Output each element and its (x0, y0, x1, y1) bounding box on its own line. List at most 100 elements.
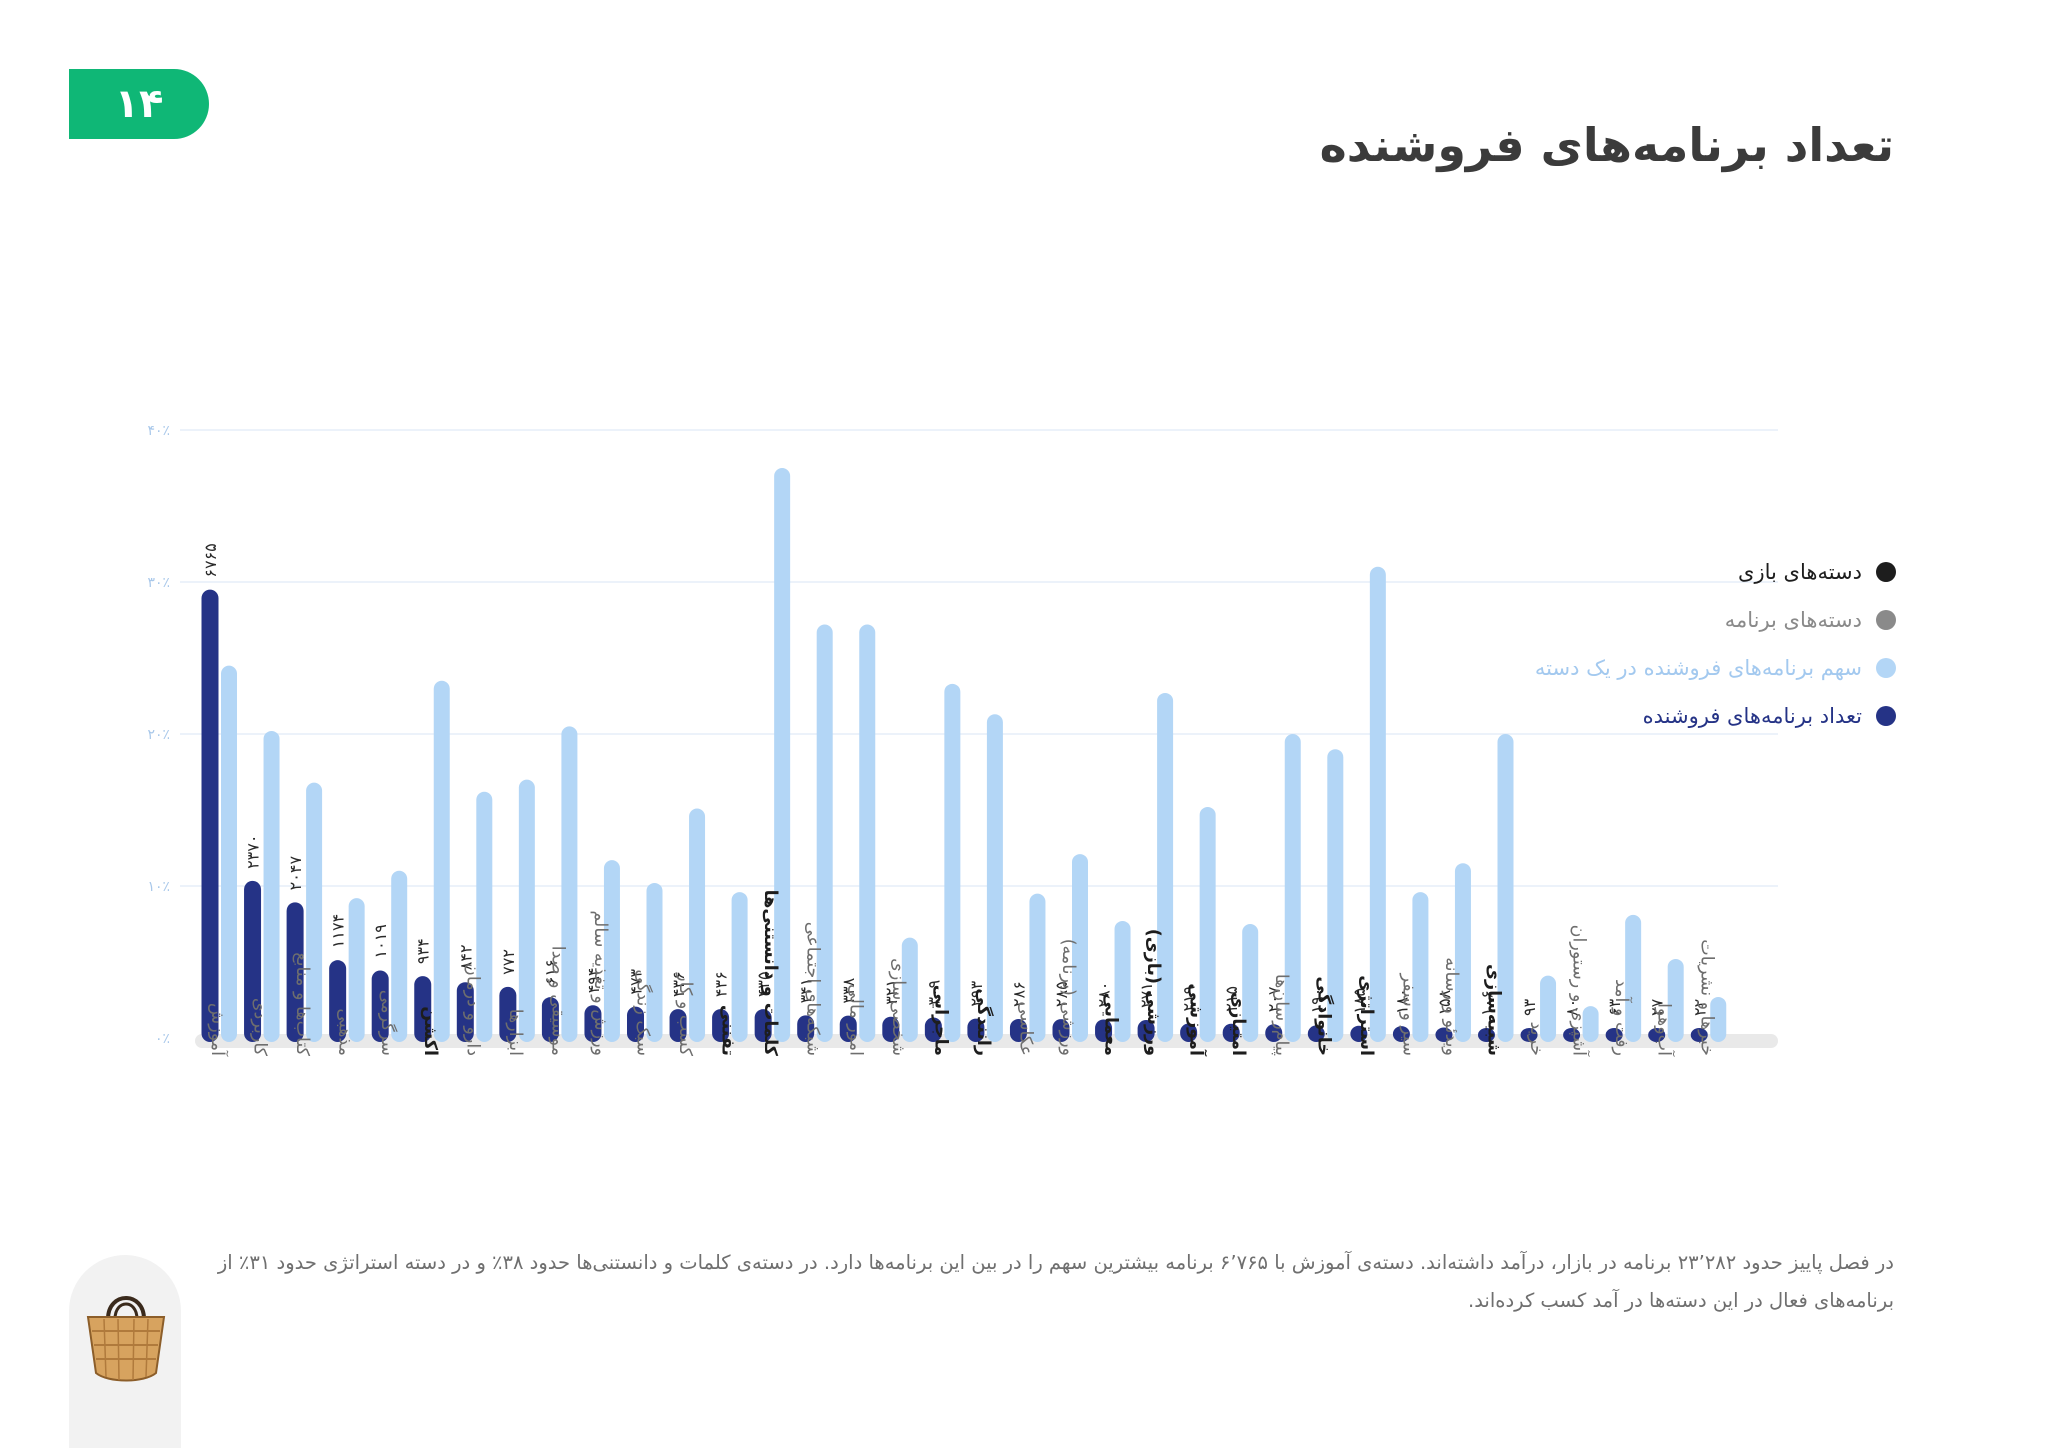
count-bar (1690, 1028, 1708, 1042)
share-bar (731, 892, 748, 1042)
count-value-label: ۱۹۰ (1307, 988, 1326, 1014)
legend-item-count: تعداد برنامه‌های فروشنده (1535, 692, 1896, 740)
share-bar (986, 714, 1003, 1042)
category-label: پیام‌رسان‌ها (1271, 974, 1291, 1056)
count-value-label: ۳۳۸ (839, 977, 858, 1003)
share-bar (859, 624, 876, 1042)
count-bar (627, 1006, 644, 1042)
count-value-label: ۳۲۱ (882, 979, 901, 1005)
count-bar (882, 1016, 900, 1042)
category-label: عکاسی (1015, 1001, 1035, 1056)
share-bar (901, 937, 918, 1042)
count-bar (1222, 1023, 1240, 1042)
count-value-label: ۱۱۷۴ (329, 914, 348, 948)
share-bar (1497, 734, 1514, 1042)
category-label: رفت و آمد (1611, 979, 1633, 1056)
count-bar (201, 589, 219, 1042)
count-value-label: ۴۹۴ (584, 967, 603, 993)
category-label: ورزشی (بازی) (1143, 929, 1163, 1056)
y-tick-label: ۰٪ (155, 1031, 170, 1047)
count-value-label: ۱۰۱۹ (371, 924, 390, 958)
count-value-label: ۴۳۶ (712, 971, 731, 997)
count-value-label: ۳۰۹ (924, 980, 943, 1006)
share-bar (1284, 734, 1301, 1042)
share-bar (391, 870, 408, 1042)
count-value-label: ۴۷۳ (627, 968, 646, 994)
share-bar (689, 808, 706, 1042)
page-number: ۱۴ (114, 81, 164, 127)
category-label: امتیازی (1228, 992, 1248, 1056)
share-bar (1242, 924, 1259, 1042)
count-value-label: ۲۱۵ (1222, 986, 1241, 1012)
share-bar (561, 726, 578, 1042)
count-bar (797, 1015, 815, 1042)
count-bar (1095, 1019, 1113, 1042)
legend-label-count: تعداد برنامه‌های فروشنده (1642, 704, 1862, 728)
legend-swatch-share (1876, 658, 1896, 678)
count-value-label: ۶۷۶۵ (201, 543, 220, 577)
category-label: اکشن (420, 1006, 440, 1056)
legend-swatch-count (1876, 706, 1896, 726)
category-label: آموزش (207, 1003, 229, 1057)
share-bar (1199, 806, 1216, 1042)
count-value-label: ۸۴۲ (456, 944, 475, 970)
count-value-label: ۲۷۱ (1137, 982, 1156, 1008)
legend-item-app: دسته‌های برنامه (1535, 596, 1896, 644)
count-bar (584, 1005, 602, 1042)
category-label: امور مالی (845, 984, 865, 1056)
share-bar (1454, 863, 1471, 1042)
count-bar (1392, 1026, 1410, 1042)
basket-icon (86, 1296, 166, 1382)
share-bar (306, 782, 323, 1042)
category-label: ورزش و تغذیه سالم (590, 910, 610, 1056)
count-bar (1350, 1025, 1368, 1042)
category-label: سیر و سفر (1398, 973, 1418, 1056)
count-value-label: ۲۸۵ (1052, 981, 1071, 1007)
category-label: کلمات و دانستنی‌ها (760, 890, 780, 1057)
share-bar (1029, 893, 1046, 1042)
category-label: ویدئو و رسانه (1441, 957, 1461, 1056)
chart-bars (201, 468, 1727, 1042)
category-label: استراتژی (1356, 975, 1376, 1056)
category-label: دارو و درمان (462, 963, 482, 1056)
page-title: تعداد برنامه‌های فروشنده (1319, 118, 1894, 172)
share-bar (1625, 914, 1642, 1042)
category-label: کسب و کار (675, 972, 695, 1056)
count-value-label: ۱۸۵ (1350, 988, 1369, 1014)
category-label: مذهبی (335, 1008, 355, 1056)
count-value-label: ۲۷ (1648, 998, 1667, 1016)
y-tick-label: ۲۰٪ (147, 727, 170, 743)
count-bar (1520, 1028, 1538, 1042)
share-bar (1114, 920, 1131, 1042)
category-label: موسیقی و صدا (547, 946, 567, 1056)
share-bar (476, 791, 493, 1042)
category-label: آشپزی و رستوران (1569, 925, 1591, 1057)
category-label: آموزشی (1186, 983, 1209, 1057)
count-value-label: ۲۰۷ (1265, 986, 1284, 1012)
share-bar (1710, 996, 1727, 1042)
share-bar (774, 468, 791, 1042)
count-bar (1265, 1024, 1283, 1042)
count-bar (754, 1009, 772, 1042)
share-bar (944, 683, 961, 1042)
share-bar (816, 624, 833, 1042)
count-value-label: ۲۲ (1690, 999, 1709, 1016)
share-bar (646, 882, 663, 1042)
count-bar (1648, 1028, 1666, 1042)
count-bar (329, 960, 347, 1042)
count-value-label: ۲۸۶ (1009, 981, 1028, 1007)
count-bar (1605, 1028, 1623, 1042)
count-value-label: ۴۳۵ (754, 971, 773, 997)
share-bar (603, 860, 620, 1042)
count-bar (924, 1017, 942, 1042)
share-bar (1582, 1006, 1599, 1042)
category-label: خانوادگی (1313, 976, 1334, 1056)
count-bar (712, 1009, 730, 1042)
legend-swatch-game (1876, 562, 1896, 582)
legend-swatch-app (1876, 610, 1896, 630)
count-bar (669, 1009, 687, 1042)
legend-label-app: دسته‌های برنامه (1724, 608, 1862, 632)
category-label: آب‌وهوا (1654, 1003, 1676, 1057)
share-bar (1667, 958, 1684, 1042)
